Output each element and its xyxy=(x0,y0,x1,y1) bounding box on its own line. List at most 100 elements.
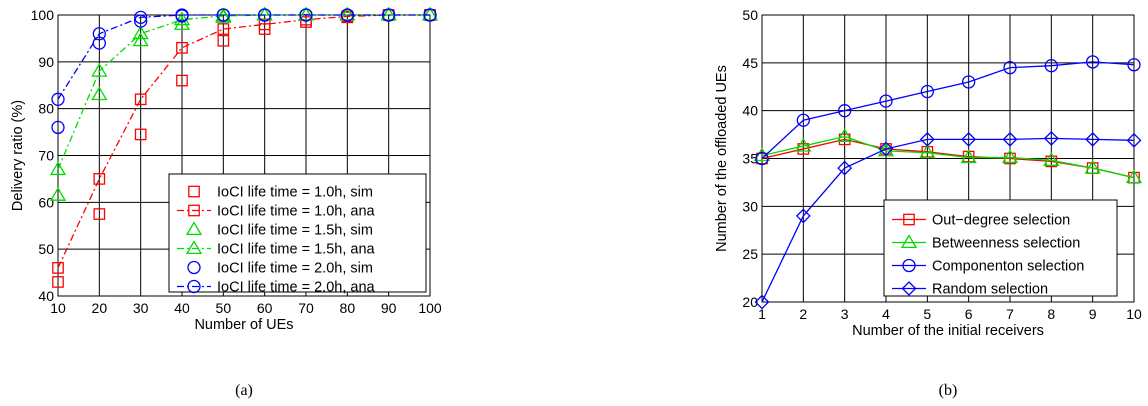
data-point xyxy=(1126,132,1142,148)
legend-label: Betweenness selection xyxy=(932,236,1080,252)
y-tick-label: 40 xyxy=(742,103,758,119)
data-point xyxy=(339,6,356,21)
x-tick-label: 30 xyxy=(133,300,149,316)
series-line xyxy=(761,135,1135,179)
legend-marker xyxy=(902,258,916,273)
data-point xyxy=(423,8,437,22)
y-tick-label: 90 xyxy=(38,54,54,70)
data-point xyxy=(340,8,354,22)
data-point xyxy=(919,131,935,147)
data-point xyxy=(91,86,108,101)
data-point xyxy=(93,208,106,220)
y-tick-label: 100 xyxy=(31,7,55,23)
data-point xyxy=(49,161,67,176)
x-tick-label: 8 xyxy=(1047,306,1055,322)
legend-label: Out−degree selection xyxy=(932,213,1070,229)
data-point xyxy=(297,6,315,21)
data-point xyxy=(52,262,64,274)
y-tick-label: 25 xyxy=(742,246,758,262)
x-tick-label: 60 xyxy=(257,300,273,316)
data-point xyxy=(134,10,148,24)
legend-marker xyxy=(900,234,918,249)
y-tick-label: 35 xyxy=(742,151,758,167)
x-tick-label: 90 xyxy=(381,300,397,316)
legend-label: Random selection xyxy=(932,282,1048,298)
data-point xyxy=(134,93,147,106)
data-point xyxy=(49,187,67,201)
x-tick-label: 10 xyxy=(1126,306,1142,322)
y-tick-label: 45 xyxy=(742,55,758,71)
x-tick-label: 20 xyxy=(92,300,108,316)
data-point xyxy=(421,6,439,21)
legend-box xyxy=(168,173,427,293)
data-point xyxy=(173,16,191,30)
chart-a: 10 20 30 40 50 60 70 80 90 100 40 50 60 70 80 90 100 Numb… xyxy=(10,6,442,399)
figure-caption: (b) xyxy=(939,382,958,399)
legend-label: Componenton selection xyxy=(932,259,1084,275)
data-point xyxy=(1043,130,1059,146)
x-tick-label: 3 xyxy=(841,306,849,322)
data-point xyxy=(920,84,934,99)
y-tick-label: 70 xyxy=(38,148,54,164)
y-axis-label: Delivery ratio (%) xyxy=(10,100,26,211)
data-point xyxy=(838,104,852,118)
legend-marker xyxy=(188,185,200,198)
legend: Out−degree selection Betweenness selectio… xyxy=(883,199,1118,298)
series-1 xyxy=(753,128,1143,184)
data-point xyxy=(795,208,811,224)
series-2 xyxy=(755,55,1141,166)
data-point xyxy=(879,94,893,108)
y-tick-label: 40 xyxy=(38,288,54,304)
legend-label: IoCI life time = 1.5h, sim xyxy=(217,223,373,239)
data-point xyxy=(836,128,853,143)
x-tick-label: 70 xyxy=(298,300,314,316)
series-3 xyxy=(49,6,439,176)
data-point xyxy=(1086,55,1100,69)
data-point xyxy=(91,62,108,77)
x-tick-label: 1 xyxy=(758,306,766,322)
series-line xyxy=(57,14,430,100)
series-0 xyxy=(52,9,436,288)
data-point xyxy=(962,75,976,89)
data-point xyxy=(796,113,810,127)
data-point xyxy=(258,8,272,22)
x-tick-label: 5 xyxy=(923,306,931,322)
legend-label: IoCI life time = 2.0h, sim xyxy=(217,261,373,277)
data-point xyxy=(51,120,65,135)
series-line xyxy=(57,14,430,170)
x-tick-label: 80 xyxy=(340,300,356,316)
data-point xyxy=(217,23,230,35)
data-point xyxy=(795,137,812,152)
y-tick-label: 60 xyxy=(38,194,54,210)
x-tick-label: 9 xyxy=(1089,306,1097,322)
legend: IoCI life time = 1.0h, sim IoCI life time… xyxy=(168,173,427,296)
legend-marker xyxy=(187,279,201,294)
data-point xyxy=(258,18,271,31)
series-2 xyxy=(49,6,439,201)
data-point xyxy=(1001,149,1019,164)
data-point xyxy=(51,92,65,106)
data-point xyxy=(93,173,106,185)
x-axis-label: Number of UEs xyxy=(194,317,293,333)
data-point xyxy=(1043,152,1060,166)
series-line xyxy=(761,137,1135,303)
series-line xyxy=(761,61,1135,159)
data-point xyxy=(92,27,106,41)
series-4 xyxy=(51,8,437,135)
data-point xyxy=(755,151,769,166)
data-point xyxy=(216,8,230,22)
data-point xyxy=(1003,60,1017,75)
data-point xyxy=(961,131,977,147)
legend-label: IoCI life time = 1.0h, ana xyxy=(217,204,376,220)
data-point xyxy=(134,128,147,141)
legend-box xyxy=(883,199,1118,297)
data-point xyxy=(175,8,189,22)
data-point xyxy=(132,25,149,40)
legend-label: IoCI life time = 1.0h, sim xyxy=(217,185,373,201)
legend-marker xyxy=(901,281,917,296)
legend-marker xyxy=(187,260,201,275)
data-point xyxy=(1084,159,1101,174)
data-point xyxy=(837,160,853,176)
